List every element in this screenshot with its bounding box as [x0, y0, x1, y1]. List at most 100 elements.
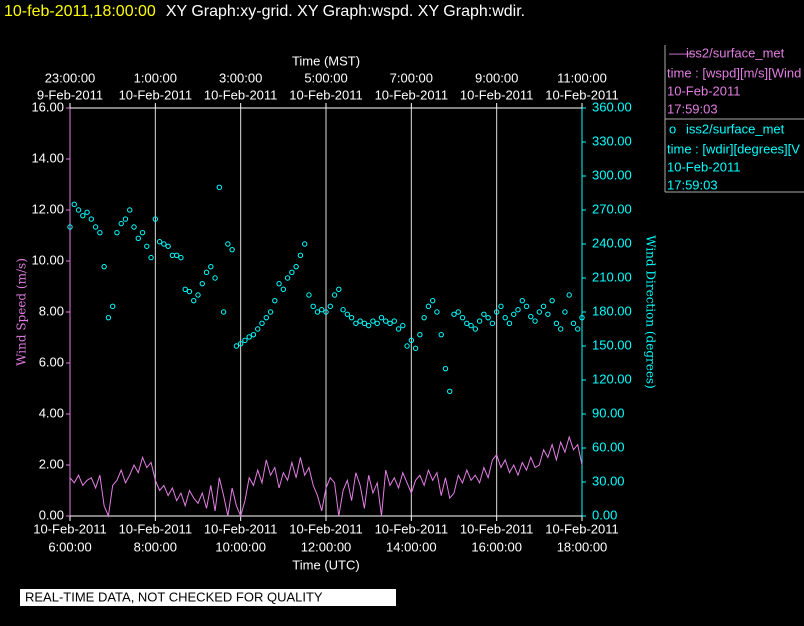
x-tick-date: 10-Feb-2011: [375, 521, 448, 536]
y-tick-label: 10.00: [31, 252, 64, 267]
direction-point: [498, 303, 504, 310]
note: REAL-TIME DATA, NOT CHECKED FOR QUALITY: [25, 589, 323, 604]
direction-point: [361, 320, 368, 327]
x-tick-date: 10-Feb-2011: [545, 521, 618, 536]
direction-point: [395, 326, 402, 332]
direction-point: [255, 326, 261, 332]
direction-point: [357, 318, 363, 324]
direction-point: [310, 303, 316, 310]
direction-point: [365, 322, 372, 329]
x-tick-label: 16:00:00: [471, 539, 522, 554]
direction-point: [152, 216, 159, 222]
direction-point: [506, 320, 513, 327]
direction-point: [297, 252, 304, 259]
legend-text: 10-Feb-2011: [667, 83, 740, 98]
direction-point: [250, 331, 257, 338]
x-tick-label: 6:00:00: [48, 539, 91, 554]
y2-tick-label: 210.00: [592, 269, 632, 284]
y-tick-label: 2.00: [39, 456, 64, 471]
direction-point: [519, 297, 525, 304]
y2-tick-label: 120.00: [592, 371, 632, 386]
speed-line: [69, 435, 583, 518]
x2-tick-label: 9:00:00: [475, 70, 518, 85]
x2-tick-label: 7:00:00: [390, 70, 433, 85]
direction-point: [374, 320, 380, 327]
direction-point: [242, 337, 248, 344]
direction-point: [429, 297, 436, 304]
y-tick-label: 0.00: [39, 507, 64, 522]
direction-point: [289, 269, 295, 276]
direction-point: [161, 241, 167, 247]
direction-point: [314, 309, 321, 315]
direction-point: [80, 212, 86, 219]
direction-point: [71, 201, 77, 208]
x2-tick-date: 10-Feb-2011: [119, 87, 192, 102]
direction-point: [562, 309, 568, 315]
direction-point: [476, 318, 483, 324]
direction-point: [391, 318, 397, 324]
direction-point: [263, 314, 269, 321]
x-tick-label: 8:00:00: [134, 539, 177, 554]
direction-point: [280, 286, 287, 293]
legend-name: iss2/surface_met: [686, 45, 785, 60]
title-time: 10-feb-2011,18:00:00: [4, 3, 156, 20]
x-tick-label: 12:00:00: [301, 539, 352, 554]
y-axis-label: Wind Speed (m/s): [15, 258, 29, 366]
direction-point: [144, 243, 150, 249]
y-tick-label: 8.00: [39, 303, 64, 318]
direction-point: [502, 314, 508, 321]
legend-text: time : [wdir][degrees][V: [667, 141, 800, 156]
y-tick-label: 6.00: [39, 354, 64, 369]
x2-tick-label: 11:00:00: [557, 70, 607, 85]
direction-point: [404, 343, 410, 349]
direction-point: [276, 280, 282, 287]
y2-tick-label: 270.00: [592, 201, 632, 216]
y2-axis-label: Wind Direction (degrees): [644, 235, 658, 389]
y2-tick-label: 90.00: [592, 405, 625, 420]
direction-point: [301, 241, 308, 247]
x2-tick-label: 3:00:00: [219, 70, 262, 85]
direction-point: [225, 241, 231, 247]
title-text: XY Graph:xy-grid. XY Graph:wspd. XY Grap…: [166, 3, 525, 20]
direction-point: [165, 243, 171, 249]
y-tick-label: 16.00: [31, 99, 64, 114]
direction-point: [139, 229, 146, 236]
direction-point: [353, 320, 359, 327]
direction-point: [570, 320, 577, 327]
direction-point: [67, 224, 73, 230]
direction-point: [105, 314, 112, 321]
direction-point: [434, 309, 440, 315]
direction-point: [267, 309, 274, 315]
direction-point: [186, 288, 193, 295]
direction-point: [246, 334, 252, 340]
x2-axis-label: Time (MST): [292, 53, 360, 68]
direction-point: [557, 326, 564, 332]
direction-point: [442, 365, 449, 372]
x2-tick-date: 10-Feb-2011: [460, 87, 533, 102]
chart-title: 10-feb-2011,18:00:00 XY Graph:xy-grid. XY…: [4, 3, 525, 20]
x-axis-label: Time (UTC): [292, 557, 359, 572]
direction-point: [447, 388, 453, 395]
direction-point: [387, 320, 393, 327]
direction-point: [306, 292, 312, 298]
x2-tick-date: 10-Feb-2011: [204, 87, 277, 102]
direction-point: [182, 286, 188, 293]
x2-tick-label: 5:00:00: [304, 70, 347, 85]
x-tick-date: 10-Feb-2011: [460, 521, 533, 536]
legend-name: iss2/surface_met: [686, 121, 785, 136]
x-tick-label: 18:00:00: [557, 539, 608, 554]
direction-point: [511, 311, 517, 317]
direction-point: [122, 216, 129, 222]
direction-point: [323, 309, 329, 315]
direction-point: [489, 320, 496, 327]
direction-point: [378, 314, 385, 321]
direction-point: [233, 343, 240, 349]
direction-point: [481, 311, 487, 317]
x2-tick-date: 10-Feb-2011: [289, 87, 362, 102]
direction-point: [549, 297, 555, 304]
x2-tick-date: 10-Feb-2011: [375, 87, 448, 102]
direction-point: [485, 314, 491, 321]
legend-text: 17:59:03: [667, 101, 718, 116]
